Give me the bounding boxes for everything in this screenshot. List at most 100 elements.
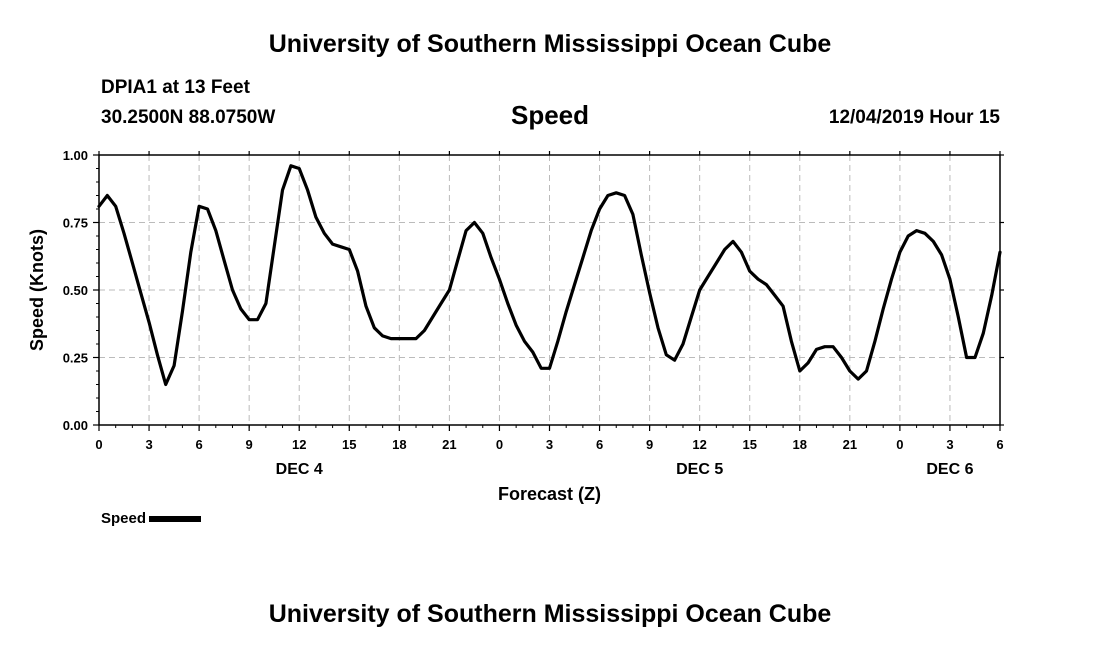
data-point [623, 194, 626, 197]
x-tick-label: 21 [843, 437, 857, 452]
data-point [340, 246, 342, 248]
data-point [590, 229, 592, 232]
data-point [673, 359, 676, 362]
data-point [223, 259, 225, 262]
data-point [498, 278, 501, 281]
data-point [114, 205, 117, 208]
data-point [815, 348, 818, 351]
x-axis-label: Forecast (Z) [498, 484, 601, 504]
data-point [824, 345, 826, 348]
data-point [465, 229, 467, 232]
data-point [665, 354, 668, 356]
x-tick-label: 12 [692, 437, 706, 452]
data-point [215, 229, 217, 232]
footer-title: University of Southern Mississippi Ocean… [268, 600, 832, 628]
data-point [315, 216, 317, 218]
data-point [440, 302, 442, 305]
data-point [723, 248, 726, 251]
data-point [123, 232, 125, 235]
data-point [298, 167, 301, 170]
data-point [248, 318, 250, 321]
forecast-timestamp: 12/04/2019 Hour 15 [828, 107, 1000, 128]
data-point [965, 356, 968, 359]
data-point [290, 165, 292, 167]
data-point [682, 343, 684, 345]
y-tick-label: 0.00 [63, 418, 88, 433]
data-point [840, 356, 843, 359]
data-point [532, 351, 534, 353]
data-point [206, 208, 209, 210]
data-point [932, 240, 935, 243]
data-point [698, 289, 701, 291]
day-label: DEC 4 [276, 461, 323, 478]
data-point [173, 364, 175, 367]
data-point [790, 340, 793, 343]
data-point [924, 232, 926, 235]
x-tick-label: 3 [946, 437, 953, 452]
data-point [940, 254, 943, 256]
chart-ticks [93, 151, 1004, 431]
data-point [857, 378, 859, 380]
data-point [156, 354, 159, 356]
day-label: DEC 6 [926, 461, 973, 478]
data-point [715, 262, 718, 264]
x-tick-label: 0 [896, 437, 903, 452]
data-point [398, 337, 401, 340]
x-tick-label: 3 [546, 437, 553, 452]
data-point [515, 324, 517, 326]
data-point [131, 262, 134, 264]
data-point [490, 256, 492, 259]
chart-labels: 0.00 0.25 0.50 0.75 1.00 0 3 6 9 12 15 18 21 0 3 6 9 12 15… [27, 148, 1004, 504]
x-tick-label: 9 [646, 437, 653, 452]
data-point [106, 194, 109, 197]
data-point [164, 383, 167, 386]
data-point [990, 294, 993, 297]
data-point [331, 243, 334, 245]
data-point [598, 208, 601, 210]
data-point [882, 308, 884, 310]
data-point [181, 310, 184, 313]
data-point [640, 254, 643, 256]
main-title: University of Southern Mississippi Ocean… [268, 30, 832, 58]
data-point [874, 340, 876, 343]
data-point [949, 278, 951, 281]
x-tick-label: 18 [392, 437, 406, 452]
data-point [423, 329, 426, 332]
data-point [540, 367, 542, 370]
data-point [240, 308, 242, 310]
data-point [265, 302, 267, 305]
data-point [573, 283, 576, 286]
legend: Speed [101, 510, 202, 527]
data-point [306, 189, 309, 191]
station-label: DPIA1 at 13 Feet [101, 77, 250, 98]
data-point [565, 310, 567, 313]
x-tick-label: 0 [95, 437, 102, 452]
data-point [632, 213, 634, 216]
data-point [765, 283, 768, 286]
data-point [507, 302, 509, 305]
data-point [415, 337, 417, 340]
x-tick-label: 3 [145, 437, 152, 452]
y-tick-label: 0.75 [63, 216, 88, 231]
data-point [849, 370, 851, 372]
data-point [907, 235, 909, 237]
data-point [732, 240, 734, 243]
data-point [482, 232, 484, 235]
data-point [807, 362, 809, 364]
data-point [548, 367, 551, 370]
data-point [832, 345, 834, 348]
data-point [231, 289, 234, 291]
data-point [406, 337, 409, 340]
y-axis-label: Speed (Knots) [27, 229, 47, 351]
y-tick-label: 0.25 [63, 351, 88, 366]
x-tick-label: 6 [195, 437, 202, 452]
data-point [256, 318, 259, 321]
data-point [982, 332, 985, 335]
x-tick-label: 12 [292, 437, 306, 452]
data-point [148, 321, 150, 324]
x-tick-label: 18 [793, 437, 807, 452]
coordinates-label: 30.2500N 88.0750W [101, 107, 276, 128]
x-tick-label: 6 [596, 437, 603, 452]
data-point [281, 189, 284, 191]
